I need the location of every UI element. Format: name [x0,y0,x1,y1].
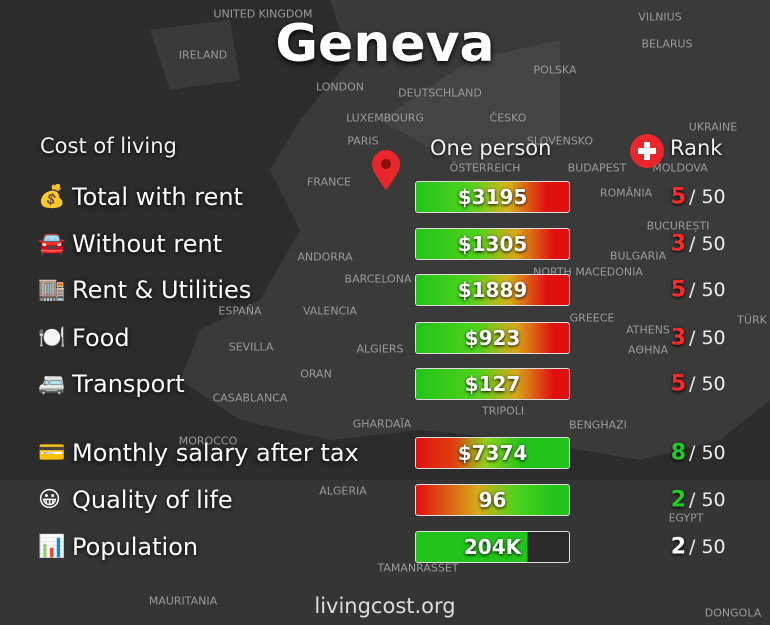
value-bar: $3195 [415,181,570,213]
row-label: Population [72,533,199,561]
rank-number: 2 [670,487,686,513]
map-label: UNITED KINGDOM [213,7,313,21]
bar-value: $127 [464,372,521,396]
map-label: ΑΘΗΝΑ [627,343,669,357]
bar-value: $923 [464,326,521,350]
rank-number: 3 [670,231,686,257]
map-label: ÖSTERREICH [449,161,521,175]
map-label: VALENCIA [302,304,358,318]
map-label: TRIPOLI [481,404,525,418]
map-label: MOLDOVA [652,161,708,175]
map-label: MAURITANIA [148,594,218,608]
rank-number: 8 [670,440,686,466]
rank-total: / 50 [689,442,726,464]
map-label: BARCELONA [344,272,412,286]
rank-number: 2 [670,534,686,560]
map-label: LONDON [316,80,364,94]
map-label: ALGIERS [356,342,404,356]
bar-value: 96 [478,488,507,512]
map-label: BUDAPEST [567,161,627,175]
row-label: Food [72,324,130,352]
map-label: VILNIUS [638,10,682,24]
map-label: TAMANRASSET [377,561,459,575]
map-label: DEUTSCHLAND [398,86,482,100]
map-label: ANDORRA [297,250,353,264]
row-icon: 🚐 [38,371,66,397]
header-column: One person [430,136,552,160]
map-label: GREECE [569,311,615,325]
map-label: ČESKO [489,111,527,125]
map-label: ATHENS [626,323,670,337]
map-label: UKRAINE [688,120,738,134]
map-label: SLOVENSKO [526,134,594,148]
map-label: BUCUREȘTI [646,219,710,233]
bar-value: 204K [463,535,522,559]
bar-value: $1305 [457,232,528,256]
bar-value: $3195 [457,185,528,209]
map-label: SEVILLA [228,340,274,354]
row-label: Monthly salary after tax [72,439,359,467]
map-label: BENGHAZI [569,418,627,432]
map-label: ORAN [300,367,332,381]
rank-number: 5 [670,277,686,303]
rank-total: / 50 [689,279,726,301]
row-icon: 📊 [38,534,66,560]
location-pin [372,150,400,190]
value-bar: 204K [415,531,570,563]
map-label: BELARUS [641,37,693,51]
row-icon: 🚘 [38,231,66,257]
rank-number: 3 [670,325,686,351]
rank-total: / 50 [689,233,726,255]
row-label: Without rent [72,230,223,258]
map-label: TÜRK [737,313,767,327]
row-icon: 😀 [38,487,61,513]
row-label: Rent & Utilities [72,276,252,304]
map-label: EGYPT [668,511,704,525]
map-label: CASABLANCA [212,391,288,405]
map-label: LUXEMBOURG [346,111,424,125]
map-label: BULGARIA [609,249,667,263]
map-label: DONGOLA [704,606,762,620]
value-bar: $1305 [415,228,570,260]
map-label: FRANCE [307,175,351,189]
footer: livingcost.org [314,594,456,618]
header-label: Cost of living [40,134,177,158]
bar-value: $1889 [457,278,528,302]
value-bar: $923 [415,322,570,354]
rank-total: / 50 [689,536,726,558]
rank-total: / 50 [689,489,726,511]
map-label: POLSKA [533,63,577,77]
rank-number: 5 [670,371,686,397]
header-rank: Rank [670,136,723,160]
bar-value: $7374 [457,441,528,465]
row-label: Total with rent [72,183,243,211]
row-icon: 🏬 [38,277,66,303]
map-label: PARIS [347,134,379,148]
rank-total: / 50 [689,186,726,208]
rank-total: / 50 [689,327,726,349]
map-label: ROMÂNIA [599,186,653,200]
swiss-flag [630,134,664,168]
value-bar: $127 [415,368,570,400]
map-label: MOROCCO [178,434,238,448]
title: Geneva [275,14,495,74]
row-label: Quality of life [72,486,233,514]
value-bar: $7374 [415,437,570,469]
row-icon: 💳 [38,440,66,466]
map-label: ALGERIA [319,484,367,498]
rank-number: 5 [670,184,686,210]
map-label: ESPAÑA [218,304,262,318]
map-label: IRELAND [178,48,228,62]
map-label: GHARDAÏA [352,417,412,431]
row-icon: 🍽️ [38,325,66,351]
rank-total: / 50 [689,373,726,395]
row-label: Transport [72,370,185,398]
value-bar: 96 [415,484,570,516]
value-bar: $1889 [415,274,570,306]
row-icon: 💰 [38,184,66,210]
